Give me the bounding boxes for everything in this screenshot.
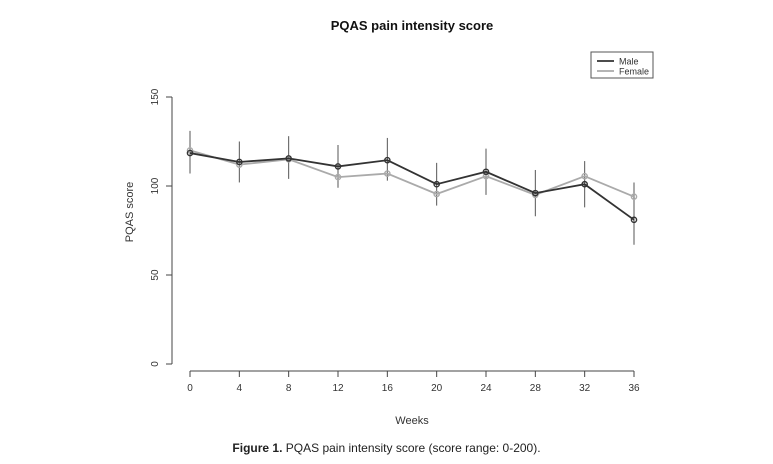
data-point-male	[334, 163, 342, 170]
x-tick-label: 24	[480, 383, 492, 394]
data-point-male	[482, 168, 490, 176]
data-point-male	[285, 155, 292, 162]
figure-caption: Figure 1. PQAS pain intensity score (sco…	[0, 441, 773, 455]
data-point-female	[384, 170, 391, 177]
data-point-male	[433, 180, 440, 188]
x-tick-label: 36	[628, 383, 640, 394]
data-point-female	[433, 190, 440, 198]
series-line-female	[189, 149, 635, 198]
data-point-male	[532, 189, 539, 197]
data-point-male	[581, 180, 588, 188]
caption-label: Figure 1.	[232, 441, 283, 455]
data-point-female	[482, 172, 490, 180]
data-point-male	[236, 158, 243, 166]
series-line-male	[189, 152, 635, 221]
data-point-female	[630, 193, 638, 200]
x-tick-label: 0	[187, 383, 193, 394]
y-axis-label: PQAS score	[124, 182, 136, 243]
legend-label-male: Male	[619, 57, 639, 67]
axes: 0 50 100 150 0 4 8 12 16 20 24 28 32 36	[150, 88, 640, 394]
data-point-male	[384, 156, 391, 164]
caption-text: PQAS pain intensity score (score range: …	[282, 441, 541, 455]
x-tick-label: 4	[237, 383, 243, 394]
y-tick-label: 150	[150, 88, 161, 105]
data-point-male	[186, 149, 194, 157]
y-tick-label: 50	[150, 269, 161, 281]
chart-title: PQAS pain intensity score	[331, 18, 494, 33]
data-point-male	[630, 216, 638, 224]
x-tick-label: 28	[530, 383, 542, 394]
legend-box	[590, 51, 654, 79]
series-group	[186, 130, 638, 245]
x-axis-label: Weeks	[395, 415, 429, 427]
data-point-female	[334, 173, 342, 181]
x-tick-label: 12	[332, 383, 344, 394]
data-point-female	[581, 172, 588, 180]
x-tick-label: 8	[286, 383, 292, 394]
y-tick-label: 0	[150, 361, 161, 367]
data-point-female	[186, 147, 194, 154]
legend-label-female: Female	[619, 67, 649, 77]
x-tick-label: 16	[382, 383, 394, 394]
chart: PQAS pain intensity score 0 50 100 150 0 4 8 12…	[124, 18, 654, 427]
x-tick-label: 20	[431, 383, 443, 394]
y-tick-label: 100	[150, 177, 161, 194]
x-tick-label: 32	[579, 383, 591, 394]
